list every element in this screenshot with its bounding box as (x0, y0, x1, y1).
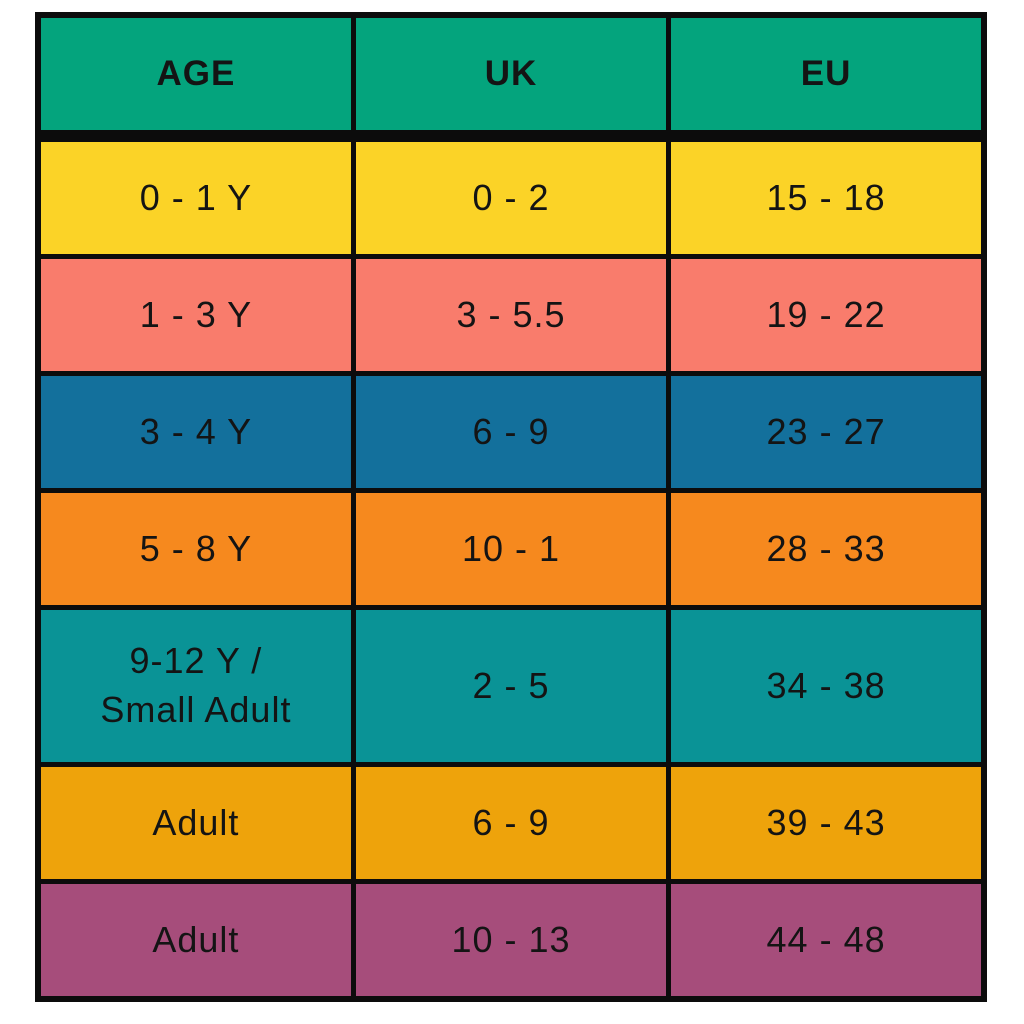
eu-cell: 23 - 27 (666, 371, 987, 493)
header-row: AGE UK EU (35, 12, 987, 142)
table-row: Adult 10 - 13 44 - 48 (35, 879, 987, 1002)
column-header-uk: UK (350, 12, 672, 142)
age-cell: Adult (35, 879, 356, 1002)
age-cell: 9-12 Y / Small Adult (35, 605, 356, 767)
column-header-age: AGE (35, 12, 356, 142)
age-cell: Adult (35, 762, 356, 884)
age-cell: 3 - 4 Y (35, 371, 356, 493)
table-row: 3 - 4 Y 6 - 9 23 - 27 (35, 371, 987, 493)
uk-cell: 10 - 1 (350, 488, 672, 610)
eu-cell: 34 - 38 (666, 605, 987, 767)
uk-cell: 3 - 5.5 (350, 254, 672, 376)
size-conversion-table: AGE UK EU 0 - 1 Y 0 - 2 15 - 18 1 - 3 Y … (35, 12, 987, 1002)
uk-cell: 2 - 5 (350, 605, 672, 767)
eu-cell: 15 - 18 (666, 133, 987, 259)
eu-cell: 28 - 33 (666, 488, 987, 610)
table-row: 1 - 3 Y 3 - 5.5 19 - 22 (35, 254, 987, 376)
table-row: Adult 6 - 9 39 - 43 (35, 762, 987, 884)
age-cell: 5 - 8 Y (35, 488, 356, 610)
uk-cell: 6 - 9 (350, 762, 672, 884)
uk-cell: 10 - 13 (350, 879, 672, 1002)
eu-cell: 19 - 22 (666, 254, 987, 376)
table-row: 5 - 8 Y 10 - 1 28 - 33 (35, 488, 987, 610)
eu-cell: 39 - 43 (666, 762, 987, 884)
table-row: 9-12 Y / Small Adult 2 - 5 34 - 38 (35, 605, 987, 767)
uk-cell: 0 - 2 (350, 133, 672, 259)
uk-cell: 6 - 9 (350, 371, 672, 493)
eu-cell: 44 - 48 (666, 879, 987, 1002)
column-header-eu: EU (666, 12, 987, 142)
age-cell: 1 - 3 Y (35, 254, 356, 376)
size-conversion-table-container: AGE UK EU 0 - 1 Y 0 - 2 15 - 18 1 - 3 Y … (35, 12, 987, 1002)
table-row: 0 - 1 Y 0 - 2 15 - 18 (35, 133, 987, 259)
age-cell: 0 - 1 Y (35, 133, 356, 259)
